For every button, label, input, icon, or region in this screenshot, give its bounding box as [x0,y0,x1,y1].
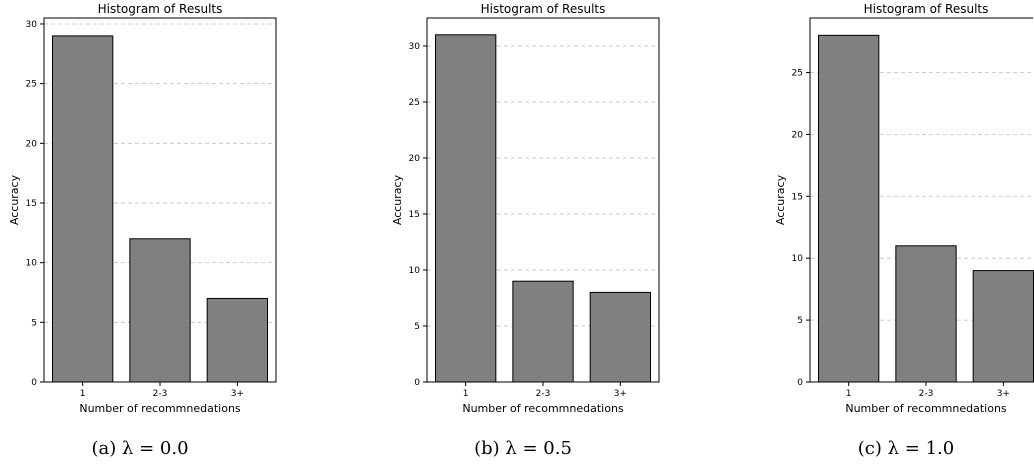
chart-panel-a: 1 2-3 3+ 0 5 10 15 20 25 30 Histogram of Results Nu… [8,2,277,459]
plot-frame [809,17,1033,383]
bar-3+ [972,270,1034,383]
y-tick-label: 15 [792,192,803,202]
y-tick-label: 25 [26,80,37,90]
y-tick-label: 10 [792,254,804,264]
y-tick-label: 25 [792,68,803,78]
bar-1 [52,35,114,383]
x-tick-label: 3+ [997,389,1010,399]
y-tick-label: 10 [409,266,421,276]
x-axis-label: Number of recommnedations [845,402,1007,415]
y-tick-label: 0 [797,378,803,388]
figure-caption: (c) λ = 1.0 [858,438,954,459]
y-tick-label: 0 [414,378,420,388]
chart-title: Histogram of Results [864,2,989,16]
x-tick-label: 2-3 [919,389,934,399]
x-axis-label: Number of recommnedations [79,402,241,415]
y-tick-label: 30 [26,20,38,30]
figure-caption: (a) λ = 0.0 [91,438,188,459]
bar-1 [818,34,880,383]
y-tick-label: 25 [409,98,420,108]
y-tick-label: 20 [26,139,38,149]
bar-2-3 [129,238,191,383]
x-tick-label: 2-3 [536,389,551,399]
chart-panel-b: 1 2-3 3+ 0 5 10 15 20 25 30 Histogram of Results Nu… [391,2,660,459]
bar-1 [435,34,497,383]
x-tick-label: 2-3 [153,389,168,399]
x-tick-label: 1 [463,389,469,399]
x-tick-label: 3+ [231,389,244,399]
y-tick-label: 0 [31,378,37,388]
y-axis-label: Accuracy [8,174,21,225]
y-tick-label: 5 [797,316,803,326]
x-tick-label: 3+ [614,389,627,399]
plot-frame [43,17,277,383]
y-axis-label: Accuracy [774,174,787,225]
bar-2-3 [512,280,574,383]
chart-title: Histogram of Results [481,2,606,16]
x-tick-label: 1 [846,389,852,399]
bar-3+ [589,291,651,383]
x-axis-label: Number of recommnedations [462,402,624,415]
bar-3+ [206,297,268,383]
y-tick-label: 20 [409,154,421,164]
chart-panel-c: 1 2-3 3+ 0 5 10 15 20 25 Histogram of Results Numb… [774,2,1034,459]
plot-frame [426,17,660,383]
figure-caption: (b) λ = 0.5 [474,438,572,459]
chart-title: Histogram of Results [98,2,223,16]
y-axis-label: Accuracy [391,174,404,225]
y-tick-label: 5 [414,322,420,332]
y-tick-label: 5 [31,318,37,328]
y-tick-label: 10 [26,259,38,269]
x-tick-label: 1 [80,389,86,399]
y-tick-label: 20 [792,130,804,140]
y-tick-label: 15 [26,199,37,209]
y-tick-label: 30 [409,42,421,52]
y-tick-label: 15 [409,210,420,220]
bar-2-3 [895,245,957,383]
